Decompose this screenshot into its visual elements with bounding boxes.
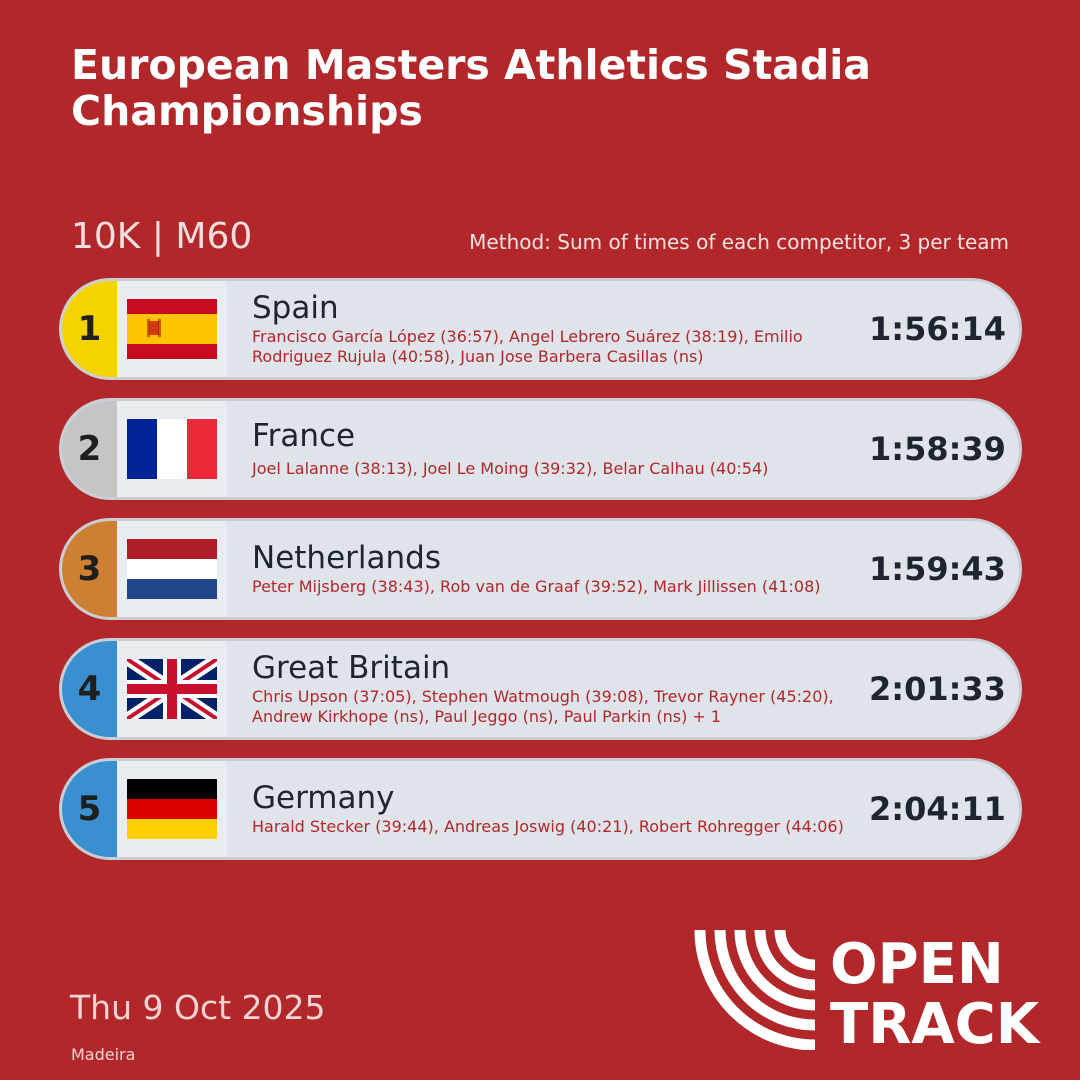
results-list: 1 Spain Francisco García López (36:57), … (59, 278, 1022, 878)
team-time: 2:04:11 (869, 790, 1006, 828)
country-name: Spain (252, 290, 339, 326)
country-name: Great Britain (252, 650, 451, 686)
team-time: 1:58:39 (869, 430, 1006, 468)
team-info: France Joel Lalanne (38:13), Joel Le Moi… (227, 419, 869, 479)
result-row: 2 France Joel Lalanne (38:13), Joel Le M… (59, 398, 1022, 500)
flag-container (117, 761, 227, 857)
result-row: 3 Netherlands Peter Mijsberg (38:43), Ro… (59, 518, 1022, 620)
team-time: 1:59:43 (869, 550, 1006, 588)
competitor-names: Peter Mijsberg (38:43), Rob van de Graaf… (252, 577, 821, 596)
flag-container (117, 401, 227, 497)
flag-container (117, 281, 227, 377)
event-location: Madeira (71, 1045, 136, 1064)
competitor-names: Chris Upson (37:05), Stephen Watmough (3… (252, 687, 834, 726)
logo-text-track: TRACK (830, 992, 1042, 1050)
rank-badge: 5 (62, 761, 117, 857)
event-date: Thu 9 Oct 2025 (70, 988, 326, 1027)
event-label: 10K | M60 (71, 216, 253, 257)
france-flag-icon (127, 419, 217, 479)
flag-container (117, 641, 227, 737)
page-title: European Masters Athletics Stadia Champi… (71, 41, 871, 135)
logo-text-open: OPEN (830, 932, 1004, 997)
competitor-names: Harald Stecker (39:44), Andreas Joswig (… (252, 817, 844, 836)
method-note: Method: Sum of times of each competitor,… (469, 230, 1009, 254)
team-info: Spain Francisco García López (36:57), An… (227, 291, 869, 367)
competitor-names: Francisco García López (36:57), Angel Le… (252, 327, 803, 366)
rank-badge: 2 (62, 401, 117, 497)
rank-badge: 4 (62, 641, 117, 737)
netherlands-flag-icon (127, 539, 217, 599)
team-time: 2:01:33 (869, 670, 1006, 708)
team-info: Netherlands Peter Mijsberg (38:43), Rob … (227, 541, 869, 597)
opentrack-logo: OPEN TRACK (694, 929, 1042, 1050)
result-row: 4 Great Britain Chris Upson (37:05), Ste… (59, 638, 1022, 740)
country-name: Netherlands (252, 540, 441, 576)
track-arcs-icon (694, 929, 816, 1050)
team-info: Great Britain Chris Upson (37:05), Steph… (227, 651, 869, 727)
uk-flag-icon (127, 659, 217, 719)
spain-flag-icon (127, 299, 217, 359)
team-info: Germany Harald Stecker (39:44), Andreas … (227, 781, 869, 837)
result-row: 1 Spain Francisco García López (36:57), … (59, 278, 1022, 380)
rank-badge: 3 (62, 521, 117, 617)
germany-flag-icon (127, 779, 217, 839)
country-name: France (252, 418, 356, 454)
team-time: 1:56:14 (869, 310, 1006, 348)
country-name: Germany (252, 780, 395, 816)
flag-container (117, 521, 227, 617)
result-row: 5 Germany Harald Stecker (39:44), Andrea… (59, 758, 1022, 860)
competitor-names: Joel Lalanne (38:13), Joel Le Moing (39:… (252, 459, 769, 478)
rank-badge: 1 (62, 281, 117, 377)
